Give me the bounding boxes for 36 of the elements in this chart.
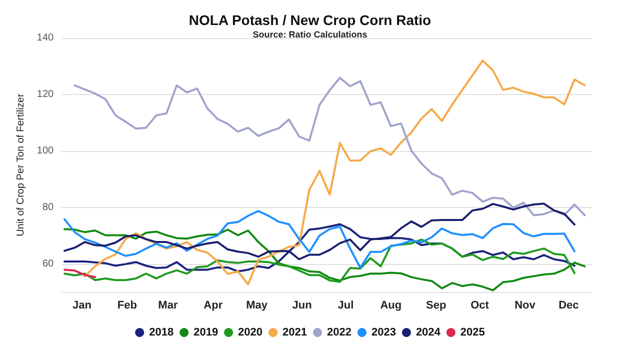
chart-subtitle: Source: Ratio Calculations — [252, 30, 368, 40]
x-tick-label: May — [246, 300, 268, 312]
y-tick-label: 60 — [42, 258, 54, 270]
line-series — [64, 210, 576, 269]
y-tick-label: 100 — [36, 145, 54, 156]
y-tick-label: 120 — [36, 88, 54, 100]
y-axis-title: Unit of Crop Per Ton of Fertilizer — [16, 93, 26, 236]
chart-title: NOLA Potash / New Crop Corn Ratio — [188, 12, 432, 28]
x-tick-label: Jan — [72, 300, 92, 312]
x-tick-label: Oct — [470, 300, 490, 312]
x-tick-label: Sep — [426, 300, 446, 312]
y-tick-label: 140 — [36, 32, 54, 44]
line-series — [64, 238, 576, 283]
legend-label: 2024 — [416, 326, 442, 338]
line-series — [64, 268, 96, 278]
x-tick-label: Aug — [380, 300, 402, 312]
legend-label: 2020 — [238, 326, 263, 338]
x-tick-label: Jun — [292, 300, 312, 312]
y-tick-label: 80 — [42, 202, 54, 213]
legend-label: 2022 — [327, 326, 352, 338]
line-series — [74, 76, 586, 216]
x-tick-label: Feb — [117, 300, 138, 312]
x-tick-label: Apr — [204, 300, 224, 312]
x-tick-label: Jul — [338, 300, 354, 312]
line-series — [84, 60, 586, 286]
line-series — [64, 202, 576, 260]
legend-label: 2019 — [194, 326, 218, 338]
x-tick-label: Nov — [514, 300, 536, 312]
line-series — [64, 228, 586, 292]
line-series — [64, 223, 576, 272]
x-tick-label: Dec — [558, 300, 579, 312]
legend-label: 2025 — [460, 326, 485, 338]
legend-label: 2021 — [282, 326, 308, 338]
x-tick-label: Mar — [158, 300, 178, 312]
legend-label: 2023 — [371, 326, 396, 338]
legend-label: 2018 — [149, 326, 174, 338]
